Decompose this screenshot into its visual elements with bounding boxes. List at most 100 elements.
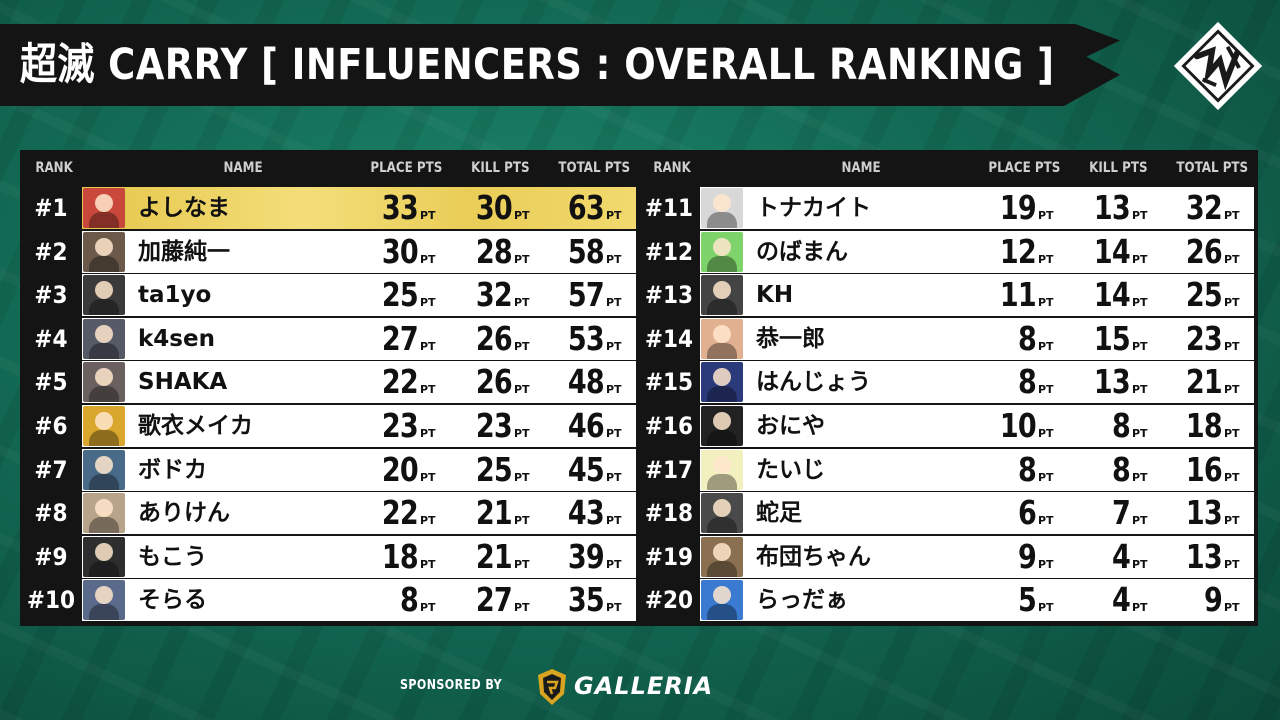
total-pts: 13 PT bbox=[1152, 536, 1240, 578]
avatar bbox=[701, 362, 743, 403]
total-pts-value: 23 bbox=[1185, 318, 1223, 358]
rank-label: #17 bbox=[644, 455, 694, 484]
place-pts-value: 12 bbox=[999, 231, 1037, 271]
place-pts-value: 19 bbox=[999, 188, 1037, 227]
row-body: ta1yo 25 PT 32 PT 57 PT bbox=[82, 274, 636, 317]
avatar bbox=[83, 362, 125, 403]
avatar bbox=[83, 580, 125, 621]
place-pts: 11 PT bbox=[966, 274, 1054, 316]
row-body: のばまん 12 PT 14 PT 26 PT bbox=[700, 230, 1254, 273]
row-body: SHAKA 22 PT 26 PT 48 PT bbox=[82, 361, 636, 404]
pt-unit: PT bbox=[606, 209, 622, 222]
page-title: 超滅 CARRY [ INFLUENCERS : OVERALL RANKING… bbox=[20, 40, 1055, 90]
ranking-table-left: RANK NAME PLACE PTS KILL PTS TOTAL PTS #… bbox=[20, 150, 640, 626]
kill-pts: 23 PT bbox=[442, 405, 530, 447]
total-pts-value: 48 bbox=[567, 362, 605, 402]
place-pts-value: 8 bbox=[1017, 362, 1037, 402]
place-pts: 10 PT bbox=[966, 405, 1054, 447]
avatar-body bbox=[707, 212, 737, 228]
rank-label: #16 bbox=[644, 411, 694, 440]
row-body: 恭一郎 8 PT 15 PT 23 PT bbox=[700, 317, 1254, 360]
table-row: #16 おにや 10 PT 8 PT 18 PT bbox=[638, 404, 1258, 449]
player-name: 恭一郎 bbox=[756, 325, 825, 352]
place-pts-value: 20 bbox=[381, 449, 419, 489]
total-pts: 46 PT bbox=[534, 405, 622, 447]
table-row: #19 布団ちゃん 9 PT 4 PT 13 PT bbox=[638, 535, 1258, 580]
pt-unit: PT bbox=[1224, 426, 1240, 440]
header-rank: RANK bbox=[653, 160, 691, 176]
place-pts: 5 PT bbox=[966, 579, 1054, 621]
table-row: #15 はんじょう 8 PT 13 PT 21 PT bbox=[638, 361, 1258, 405]
player-name: トナカイト bbox=[756, 195, 871, 221]
avatar bbox=[701, 275, 743, 316]
pt-unit: PT bbox=[1132, 601, 1148, 615]
total-pts-value: 18 bbox=[1185, 405, 1223, 445]
table-row: #7 ボドカ 20 PT 25 PT 45 PT bbox=[20, 448, 640, 493]
pt-unit: PT bbox=[1038, 252, 1054, 266]
kill-pts-value: 13 bbox=[1093, 362, 1131, 402]
header-name: NAME bbox=[841, 160, 881, 176]
table-row: #2 加藤純一 30 PT 28 PT 58 PT bbox=[20, 230, 640, 275]
table-row: #18 蛇足 6 PT 7 PT 13 PT bbox=[638, 492, 1258, 536]
total-pts: 23 PT bbox=[1152, 318, 1240, 360]
place-pts: 20 PT bbox=[348, 449, 436, 491]
player-name: 布団ちゃん bbox=[756, 543, 871, 570]
row-body: らっだぁ 5 PT 4 PT 9 PT bbox=[700, 579, 1254, 622]
rank-label: #12 bbox=[644, 237, 694, 266]
total-pts: 9 PT bbox=[1152, 579, 1240, 621]
place-pts: 6 PT bbox=[966, 492, 1054, 534]
pt-unit: PT bbox=[514, 252, 530, 266]
row-body: ボドカ 20 PT 25 PT 45 PT bbox=[82, 448, 636, 491]
pt-unit: PT bbox=[1224, 470, 1240, 484]
player-name: らっだぁ bbox=[756, 587, 848, 614]
player-name: 蛇足 bbox=[756, 500, 802, 527]
kill-pts-value: 4 bbox=[1111, 580, 1131, 620]
kill-pts: 32 PT bbox=[442, 274, 530, 316]
avatar bbox=[83, 536, 125, 577]
pt-unit: PT bbox=[514, 339, 530, 353]
pt-unit: PT bbox=[420, 470, 436, 484]
pt-unit: PT bbox=[420, 209, 436, 222]
player-name: 歌衣メイカ bbox=[138, 412, 253, 439]
avatar bbox=[701, 580, 743, 621]
player-name: のばまん bbox=[756, 238, 848, 265]
total-pts-value: 13 bbox=[1185, 493, 1223, 533]
avatar-head bbox=[713, 455, 731, 474]
avatar-body bbox=[707, 560, 737, 577]
place-pts: 18 PT bbox=[348, 536, 436, 578]
kill-pts: 8 PT bbox=[1060, 449, 1148, 491]
table-row: #10 そらる 8 PT 27 PT 35 PT bbox=[20, 579, 640, 623]
row-body: トナカイト 19 PT 13 PT 32 PT bbox=[700, 187, 1254, 229]
rank-label: #15 bbox=[644, 368, 694, 397]
table-row: #4 k4sen 27 PT 26 PT 53 PT bbox=[20, 317, 640, 362]
avatar-body bbox=[707, 604, 737, 621]
table-header: RANK NAME PLACE PTS KILL PTS TOTAL PTS bbox=[20, 150, 640, 186]
pt-unit: PT bbox=[514, 601, 530, 615]
pt-unit: PT bbox=[1132, 209, 1148, 222]
pt-unit: PT bbox=[606, 514, 622, 528]
table-row: #17 たいじ 8 PT 8 PT 16 PT bbox=[638, 448, 1258, 493]
player-name: そらる bbox=[138, 587, 207, 614]
total-pts: 39 PT bbox=[534, 536, 622, 578]
player-name: 加藤純一 bbox=[138, 238, 230, 265]
table-row: #13 KH 11 PT 14 PT 25 PT bbox=[638, 274, 1258, 318]
pt-unit: PT bbox=[514, 383, 530, 397]
place-pts: 19 PT bbox=[966, 187, 1054, 229]
total-pts-value: 21 bbox=[1185, 362, 1223, 402]
ranking-table-right: RANK NAME PLACE PTS KILL PTS TOTAL PTS #… bbox=[638, 150, 1258, 626]
place-pts: 9 PT bbox=[966, 536, 1054, 578]
total-pts-value: 63 bbox=[567, 188, 605, 227]
total-pts-value: 58 bbox=[567, 231, 605, 271]
total-pts: 48 PT bbox=[534, 361, 622, 403]
pt-unit: PT bbox=[1224, 557, 1240, 571]
pt-unit: PT bbox=[606, 470, 622, 484]
sponsor-block: SPONSORED BY GALLERIA bbox=[400, 668, 760, 708]
avatar-head bbox=[713, 368, 731, 387]
place-pts-value: 6 bbox=[1017, 493, 1037, 533]
place-pts-value: 25 bbox=[381, 275, 419, 315]
place-pts: 33 PT bbox=[348, 187, 436, 229]
pt-unit: PT bbox=[1224, 252, 1240, 266]
rank-label: #1 bbox=[34, 194, 68, 222]
avatar-head bbox=[95, 194, 113, 212]
rank-label: #14 bbox=[644, 324, 694, 353]
